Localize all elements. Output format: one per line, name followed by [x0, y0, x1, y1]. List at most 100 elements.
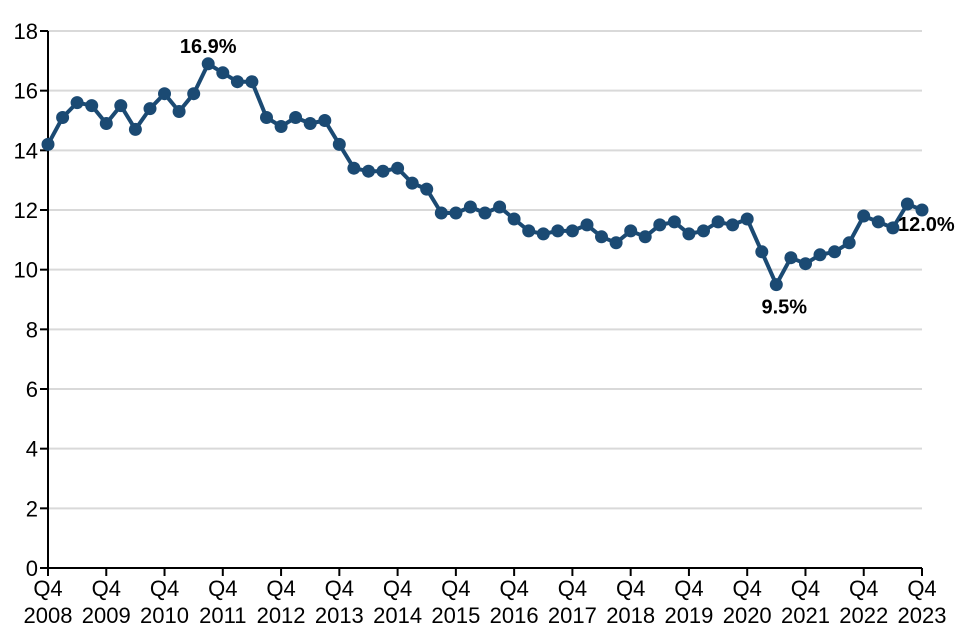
- data-point: [41, 137, 55, 151]
- data-point: [230, 75, 244, 89]
- x-axis-label-year: 2011: [199, 603, 246, 628]
- y-axis-label: 16: [14, 79, 38, 104]
- x-axis-label-quarter: Q4: [33, 576, 62, 601]
- data-point: [580, 218, 594, 232]
- data-point: [260, 111, 273, 124]
- data-point: [434, 206, 448, 220]
- data-point: [871, 215, 885, 229]
- x-axis-label-quarter: Q4: [266, 576, 295, 601]
- data-point: [595, 230, 608, 244]
- data-point: [347, 161, 361, 175]
- y-axis-label: 8: [26, 317, 38, 342]
- x-axis-label-quarter: Q4: [92, 576, 121, 601]
- data-point: [463, 200, 477, 214]
- data-point: [128, 122, 142, 136]
- x-axis-label-year: 2023: [898, 603, 947, 628]
- x-axis-label-year: 2012: [257, 603, 306, 628]
- data-point: [769, 278, 783, 292]
- y-axis-label: 14: [14, 138, 38, 163]
- data-point: [303, 117, 317, 130]
- x-axis-label-quarter: Q4: [325, 576, 354, 601]
- data-point: [158, 87, 171, 101]
- data-point: [900, 197, 914, 211]
- x-axis-label-year: 2010: [140, 603, 189, 628]
- x-axis-label-quarter: Q4: [499, 576, 528, 601]
- data-point: [624, 224, 638, 238]
- x-axis-label-year: 2016: [490, 603, 539, 628]
- x-axis-label-year: 2014: [373, 603, 422, 628]
- y-axis-label: 6: [26, 377, 38, 402]
- data-point: [565, 224, 579, 238]
- data-point: [493, 200, 507, 214]
- data-point: [114, 99, 128, 113]
- data-point: [376, 164, 390, 178]
- data-point: [420, 182, 434, 196]
- data-point: [522, 224, 536, 238]
- data-point: [56, 111, 70, 124]
- data-point: [289, 111, 303, 124]
- data-point: [726, 218, 740, 232]
- data-point: [740, 212, 754, 226]
- x-axis-label-quarter: Q4: [441, 576, 470, 601]
- x-axis-label-year: 2015: [431, 603, 480, 628]
- y-axis-label: 12: [14, 198, 38, 223]
- data-point-annotation: 9.5%: [762, 297, 808, 319]
- data-point: [274, 120, 288, 133]
- data-point: [85, 99, 99, 113]
- data-point: [842, 236, 856, 250]
- y-axis-label: 0: [26, 556, 38, 581]
- data-point: [697, 224, 710, 238]
- data-point: [201, 57, 215, 71]
- data-point: [653, 218, 667, 232]
- data-point: [187, 87, 201, 101]
- x-axis-label-quarter: Q4: [849, 576, 878, 601]
- x-axis-label-quarter: Q4: [674, 576, 703, 601]
- data-point: [449, 206, 463, 220]
- y-axis-label: 18: [14, 19, 38, 44]
- x-axis-label-year: 2019: [664, 603, 713, 628]
- x-axis-label-year: 2022: [839, 603, 888, 628]
- data-point: [143, 102, 157, 116]
- data-point: [332, 137, 346, 151]
- data-point: [405, 176, 419, 190]
- data-point: [828, 245, 842, 259]
- data-point: [391, 161, 405, 175]
- data-point: [245, 75, 259, 89]
- data-point: [70, 96, 84, 110]
- x-axis-label-year: 2020: [723, 603, 772, 628]
- x-axis-label-year: 2018: [606, 603, 655, 628]
- data-point: [99, 117, 113, 130]
- x-axis-label-year: 2017: [548, 603, 597, 628]
- data-point: [318, 114, 332, 127]
- data-point: [609, 236, 623, 250]
- x-axis-label-year: 2021: [781, 603, 830, 628]
- data-point: [711, 215, 725, 229]
- x-axis-label-year: 2009: [82, 603, 131, 628]
- data-point: [478, 206, 492, 220]
- data-point: [784, 251, 798, 265]
- data-point: [857, 209, 871, 223]
- x-axis-label-quarter: Q4: [558, 576, 587, 601]
- data-point: [216, 66, 230, 80]
- data-point: [667, 215, 681, 229]
- data-point: [362, 164, 375, 178]
- data-point: [638, 230, 652, 244]
- x-axis-label-quarter: Q4: [791, 576, 820, 601]
- data-point: [915, 203, 929, 217]
- x-axis-label-quarter: Q4: [150, 576, 179, 601]
- data-point: [536, 227, 550, 241]
- data-point: [755, 245, 769, 259]
- data-point: [682, 227, 696, 241]
- x-axis-label-quarter: Q4: [383, 576, 412, 601]
- y-axis-label: 4: [26, 437, 38, 462]
- data-point-annotation: 16.9%: [180, 36, 237, 58]
- data-point: [172, 105, 186, 118]
- y-axis-label: 10: [14, 258, 38, 283]
- data-point: [551, 224, 565, 238]
- data-point: [886, 221, 900, 235]
- y-axis-label: 2: [26, 496, 38, 521]
- data-point: [507, 212, 521, 226]
- x-axis-label-quarter: Q4: [616, 576, 645, 601]
